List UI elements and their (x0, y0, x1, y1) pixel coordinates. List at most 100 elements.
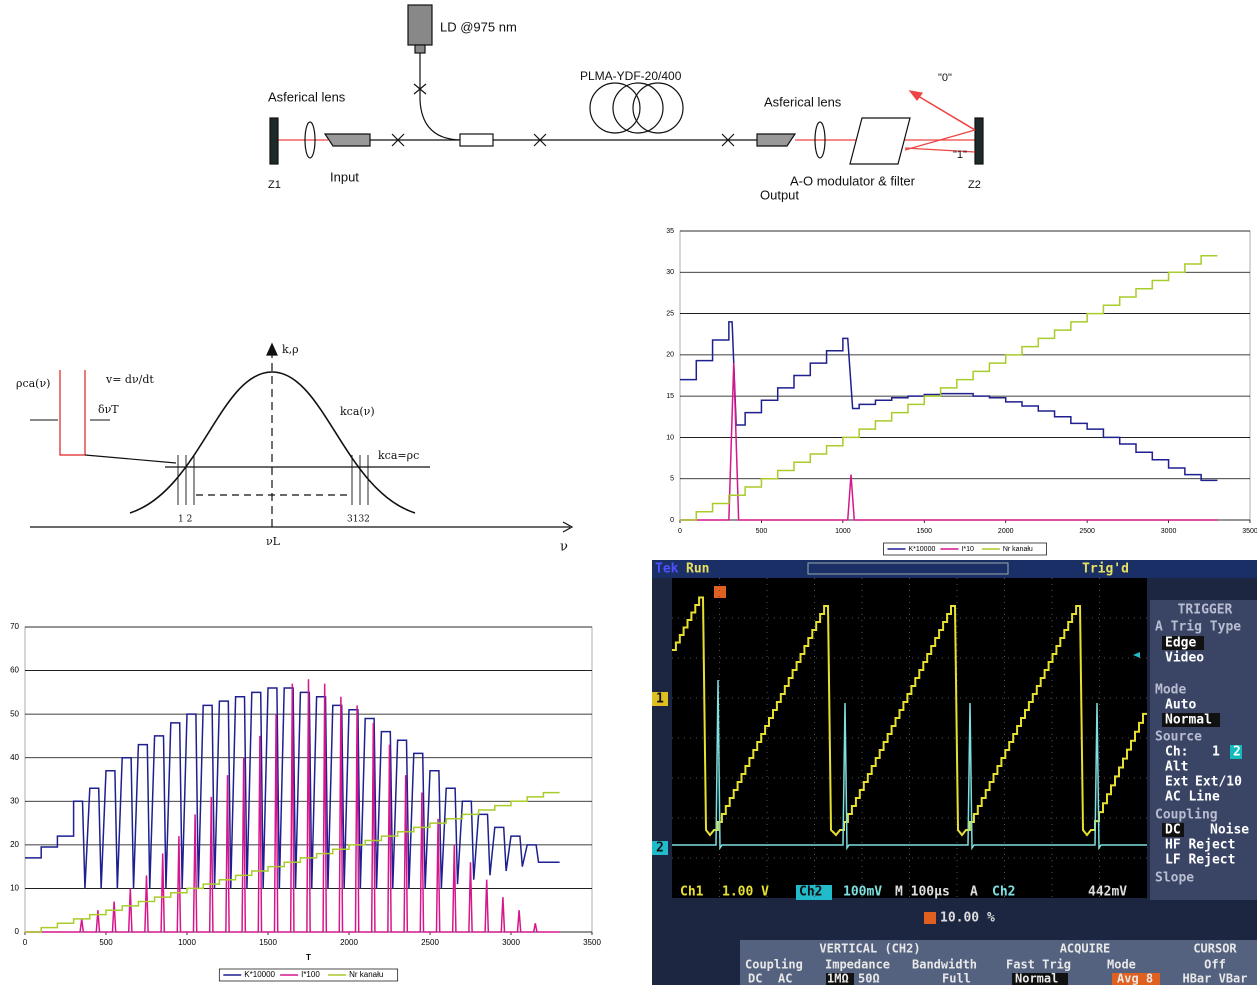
label: kca(ν) (340, 405, 375, 418)
menu-item: Video (1165, 651, 1204, 666)
series-line (680, 321, 1218, 482)
menu-item: 50Ω (858, 972, 880, 985)
legend-label: K*10000 (909, 546, 936, 553)
menu-item: Off (1204, 958, 1226, 972)
menu-item: Impedance (825, 958, 890, 972)
ch2-marker-box (652, 841, 668, 855)
menu-item: HBar VBar (1182, 972, 1247, 985)
series-line (25, 687, 560, 889)
x-tick-label: 3500 (1242, 528, 1257, 535)
y-tick-label: 70 (10, 622, 19, 631)
y-tick-label: 30 (666, 269, 674, 276)
trigger-icon (714, 586, 726, 598)
status: Run (686, 562, 709, 577)
label: kca=ρc (378, 449, 419, 462)
label: Z2 (968, 179, 981, 191)
menu-item: Auto (1165, 698, 1196, 713)
readout: 100mV (843, 885, 882, 900)
x-tick-label: 2000 (340, 938, 358, 947)
collimator (323, 133, 371, 147)
label: A-O modulator & filter (790, 173, 916, 188)
x-tick-label: 3000 (1161, 528, 1177, 535)
readout: Ch1 (680, 885, 704, 900)
readout: 10.00 % (940, 911, 995, 926)
menu-item: Mode (1155, 683, 1186, 698)
x-tick-label: 2500 (1079, 528, 1095, 535)
channels (177, 455, 369, 505)
menu-item: Ext/10 (1195, 775, 1242, 790)
highlight (1012, 973, 1068, 985)
menu-item: Alt (1165, 760, 1188, 775)
highlight (1162, 636, 1204, 650)
highlight (796, 885, 832, 900)
x-tick-label: 3500 (583, 938, 601, 947)
mirror (269, 117, 279, 165)
label: PLMA-YDF-20/400 (580, 69, 682, 83)
x-tick-label: 2000 (998, 528, 1014, 535)
y-tick-label: 30 (10, 796, 19, 805)
beam-0 (912, 92, 976, 131)
menu-item: ACQUIRE (1060, 942, 1111, 956)
y-tick-label: 60 (10, 666, 19, 675)
label: k,ρ (282, 343, 299, 356)
y-tick-label: 0 (15, 927, 20, 936)
menu-item: DC (1165, 823, 1181, 838)
splices (391, 133, 735, 147)
coupler (459, 133, 494, 147)
highlight (1230, 745, 1242, 759)
label: Z1 (268, 179, 281, 191)
label: 3132 (347, 515, 370, 525)
series-line (25, 791, 560, 933)
highlight (1162, 713, 1220, 727)
readout: 442mV (1088, 885, 1127, 900)
x-tick-label: 0 (678, 528, 682, 535)
y-tick-label: 35 (666, 228, 674, 235)
y-tick-label: 50 (10, 709, 19, 718)
y-tick-label: 15 (666, 393, 674, 400)
menu-item: Mode (1107, 958, 1136, 972)
readout: Ch2 (992, 885, 1015, 900)
y-tick-label: 20 (10, 840, 19, 849)
menu-item: HF Reject (1165, 838, 1235, 853)
menu-item: AC Line (1165, 790, 1220, 805)
lens (304, 121, 316, 159)
series-line (680, 363, 1218, 521)
menu-item: Fast Trig (1006, 958, 1071, 972)
readout: M 100µs (895, 885, 950, 900)
plot-frame (679, 230, 1251, 521)
modulator (849, 117, 911, 165)
menu-item: Normal (1165, 713, 1212, 728)
x-tick-label: 1500 (259, 938, 277, 947)
label: Output (760, 187, 799, 202)
y-tick-label: 5 (670, 476, 674, 483)
menu-item: Edge (1165, 636, 1196, 651)
label: ν (560, 540, 568, 555)
beam (904, 129, 976, 153)
menu-item: A Trig Type (1155, 620, 1241, 635)
label: "1" (953, 149, 967, 161)
series-line (25, 679, 560, 933)
coil (612, 82, 664, 134)
trigger-icon (924, 912, 936, 924)
arrow (266, 342, 278, 356)
menu-item: Ext (1165, 775, 1188, 790)
legend-label: I*10 (961, 546, 974, 553)
x-tick-label: 1500 (916, 528, 932, 535)
mirror (974, 117, 984, 165)
laser-diode (407, 4, 433, 46)
status: Trig'd (1082, 562, 1129, 577)
coil (632, 82, 684, 134)
label: ρca(ν) (16, 377, 50, 390)
arrow (562, 521, 574, 533)
menu-item: Avg 8 (1117, 972, 1153, 985)
menu-item: 1MΩ (827, 972, 849, 985)
trigger-level (1133, 652, 1140, 658)
series-line (680, 255, 1218, 521)
legend-box (218, 968, 399, 982)
x-tick-label: 500 (756, 528, 768, 535)
brand: Tek (655, 562, 679, 577)
x-tick-label: 3000 (502, 938, 520, 947)
arrow (908, 90, 924, 102)
lens (814, 121, 826, 159)
